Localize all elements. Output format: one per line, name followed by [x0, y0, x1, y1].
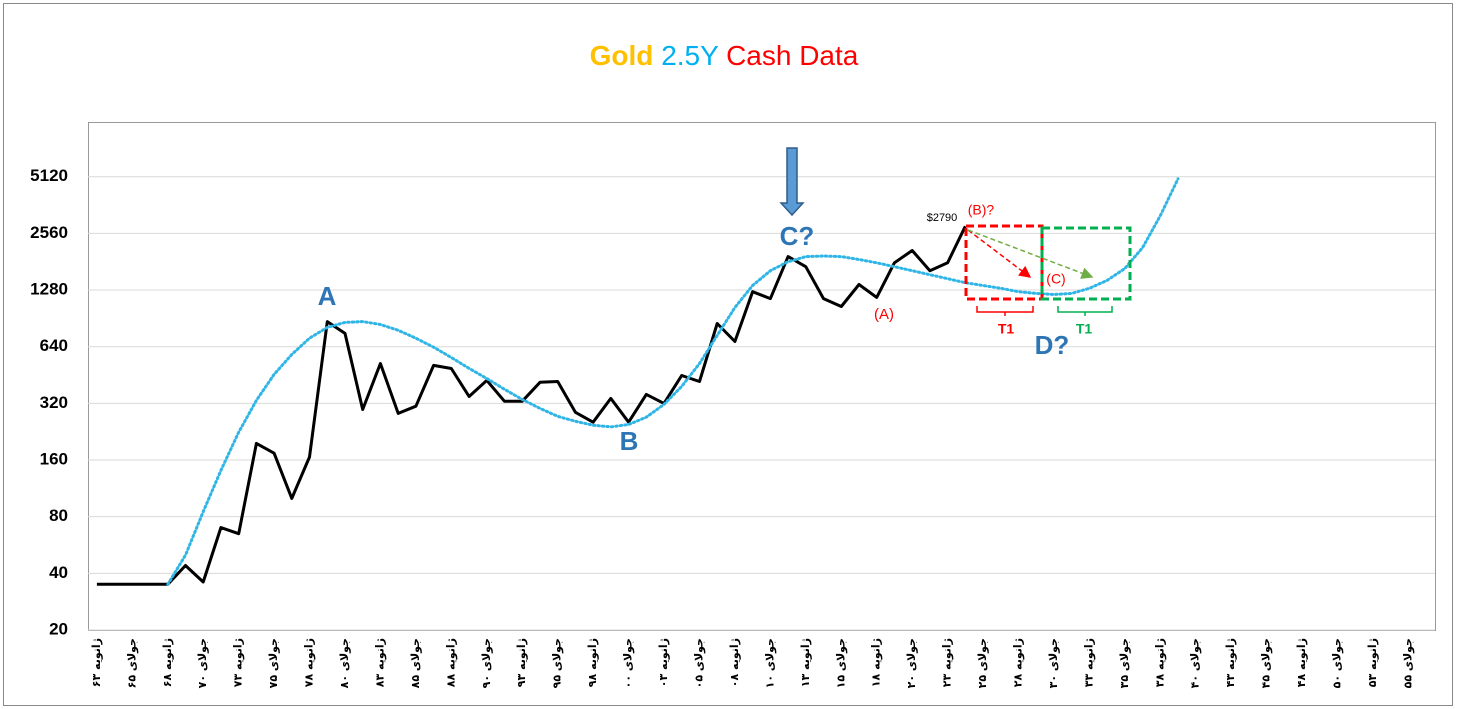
annotation: (C) [1046, 271, 1065, 287]
down-arrow [779, 147, 805, 217]
x-tick-label: جولای ۰۰ [622, 638, 635, 688]
y-tick-label: 2560 [30, 223, 68, 242]
x-tick-label: جولای ۷۵ [267, 638, 280, 688]
y-tick-label: 320 [40, 393, 68, 412]
green-brace [1057, 306, 1113, 316]
annotation: T1 [1076, 321, 1093, 337]
x-tick-label: ژانویه ۰۸ [728, 638, 741, 687]
x-tick-label: جولای ۶۵ [125, 638, 138, 688]
series-line [166, 177, 1180, 586]
x-tick-label: جولای ۳۵ [1118, 638, 1131, 688]
red-arrow [967, 229, 1032, 278]
annotation: (B)? [968, 202, 995, 218]
x-tick-label: جولای ۸۰ [338, 638, 351, 688]
decorations [779, 147, 1132, 316]
x-tick-label: ژانویه ۹۳ [515, 638, 528, 687]
title-part: 2.5Y [661, 40, 719, 71]
x-tick-label: ژانویه ۷۸ [303, 638, 316, 687]
x-tick-label: ژانویه ۹۸ [586, 638, 599, 687]
x-tick-label: جولای ۴۰ [1189, 638, 1202, 688]
x-tick-label: ژانویه ۴۸ [1295, 638, 1308, 687]
x-tick-label: ژانویه ۶۸ [161, 638, 174, 687]
annotation: $2790 [927, 212, 958, 224]
annotation: C? [780, 221, 815, 251]
x-tick-label: جولای ۸۵ [409, 638, 422, 688]
x-tick-label: ژانویه ۱۳ [799, 638, 812, 687]
title-part: Gold [590, 40, 654, 71]
chart-title: Gold 2.5Y Cash Data [590, 40, 859, 71]
y-tick-label: 5120 [30, 166, 68, 185]
x-tick-label: جولای ۲۵ [976, 638, 989, 688]
y-tick-label: 160 [40, 450, 68, 469]
x-tick-label: ژانویه ۲۸ [1011, 638, 1024, 687]
x-tick-label: ژانویه ۳۳ [1082, 638, 1095, 687]
x-tick-label: جولای ۳۰ [1047, 638, 1060, 688]
x-tick-label: جولای ۹۰ [480, 638, 493, 688]
x-tick-label: جولای ۵۰ [1331, 638, 1344, 688]
green-arrow [967, 229, 1094, 279]
annotation: B [620, 426, 639, 456]
series-line [96, 225, 967, 586]
red-brace [976, 306, 1034, 316]
title-part: Cash Data [726, 40, 859, 71]
y-tick-label: 80 [49, 506, 68, 525]
y-tick-label: 1280 [30, 280, 68, 299]
green-box [1040, 226, 1132, 301]
x-tick-label: ژانویه ۳۸ [1153, 638, 1166, 687]
x-tick-label: ژانویه ۱۸ [870, 638, 883, 687]
annotation: A [318, 281, 337, 311]
x-tick-label: جولای ۷۰ [196, 638, 209, 688]
x-tick-label: ژانویه ۸۳ [373, 638, 386, 687]
y-tick-label: 640 [40, 336, 68, 355]
x-tick-label: ژانویه ۰۳ [657, 638, 670, 687]
y-tick-label: 40 [49, 563, 68, 582]
x-tick-label: ژانویه ۴۳ [1224, 638, 1237, 687]
x-tick-label: ژانویه ۵۳ [1366, 638, 1379, 687]
annotation: T1 [998, 321, 1015, 337]
y-tick-label: 20 [49, 619, 68, 638]
x-tick-label: ژانویه ۶۳ [90, 638, 103, 687]
x-tick-label: جولای ۰۵ [692, 638, 705, 688]
x-tick-label: جولای ۹۵ [551, 638, 564, 688]
x-tick-label: ژانویه ۸۸ [444, 638, 457, 687]
x-tick-label: جولای ۱۵ [834, 638, 847, 688]
annotation: D? [1035, 330, 1070, 360]
x-tick-label: ژانویه ۷۳ [232, 638, 245, 687]
x-tick-label: جولای ۱۰ [763, 638, 776, 688]
x-tick-label: جولای ۲۰ [905, 638, 918, 688]
chart-frame [3, 3, 1453, 706]
annotation: (A) [874, 306, 894, 323]
x-tick-label: ژانویه ۲۳ [941, 638, 954, 687]
plot-area [88, 176, 1435, 631]
x-tick-label: جولای ۴۵ [1260, 638, 1273, 688]
x-tick-label: جولای ۵۵ [1401, 638, 1414, 688]
